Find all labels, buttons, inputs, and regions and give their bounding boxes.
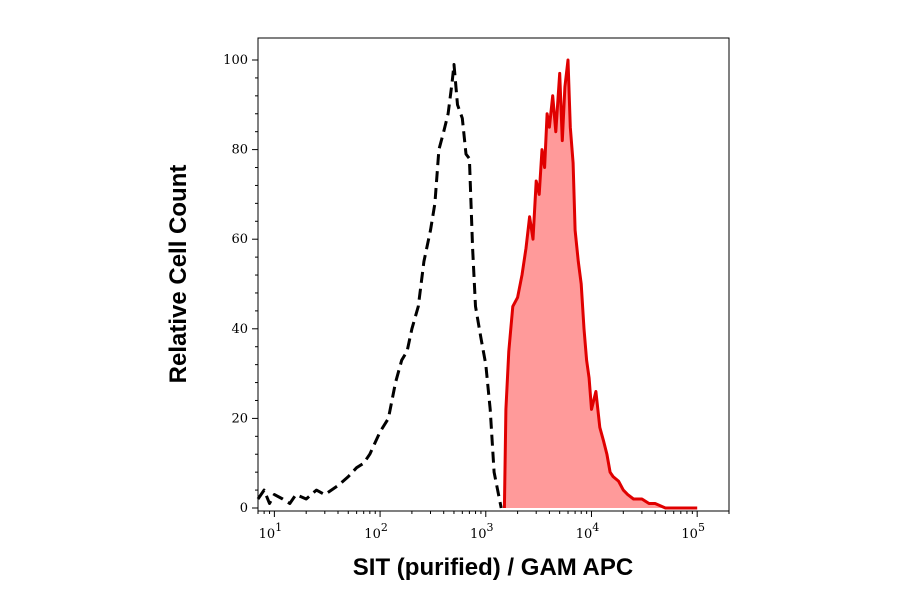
series-0-line: [256, 63, 503, 509]
series-layer: [256, 58, 698, 510]
series-1-fill: [504, 60, 698, 508]
y-tick-label-4: 80: [231, 143, 248, 158]
x-axis-title: SIT (purified) / GAM APC: [353, 554, 633, 581]
x-tick-label-2: 103: [470, 521, 494, 542]
x-tick-label-0: 101: [259, 521, 283, 542]
x-tick-label-3: 104: [576, 521, 600, 542]
x-tick-label-4: 105: [681, 521, 705, 542]
y-tick-label-2: 40: [231, 322, 248, 337]
y-tick-label-0: 0: [240, 501, 248, 516]
x-tick-label-1: 102: [364, 521, 388, 542]
y-tick-label-5: 100: [223, 53, 248, 68]
y-axis-title: Relative Cell Count: [165, 165, 192, 384]
y-tick-label-3: 60: [231, 232, 248, 247]
plot-frame: [257, 37, 730, 512]
axis-layer: 0 20 40 60 80 100 101 102 103 104 105: [223, 53, 730, 542]
y-tick-label-1: 20: [231, 411, 248, 426]
series-1-line: [502, 58, 698, 510]
